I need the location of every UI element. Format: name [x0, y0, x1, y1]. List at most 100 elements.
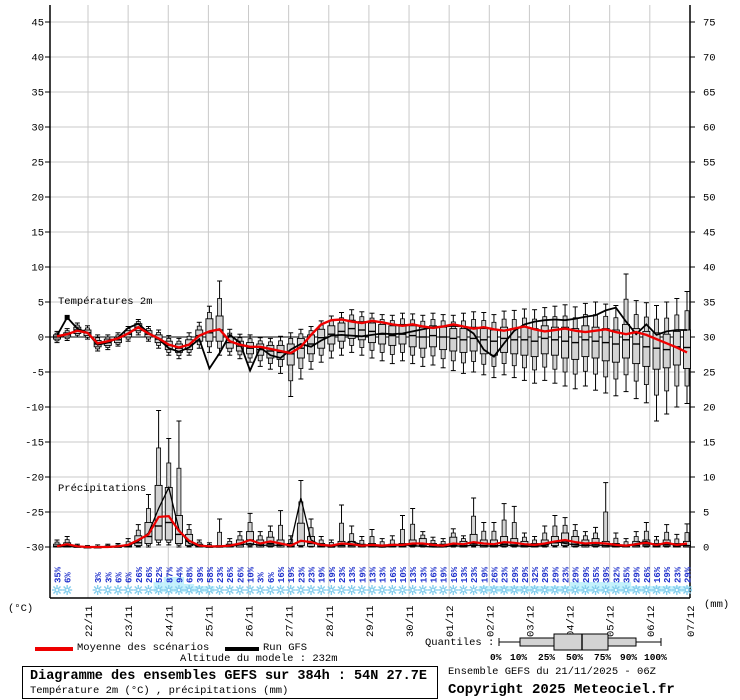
temperature-section-label: Températures 2m	[58, 296, 153, 308]
precip-probability-label: 16%	[450, 566, 460, 583]
run-info: Ensemble GEFS du 21/11/2025 - 06Z	[448, 666, 656, 678]
quantile-tick-25: 25%	[538, 652, 556, 663]
right-axis-tick: 60	[703, 123, 716, 135]
precip-probability-label: 29%	[511, 566, 521, 583]
right-axis-tick: 35	[703, 298, 716, 310]
right-axis-tick: 5	[703, 508, 709, 520]
left-axis-tick: 25	[31, 158, 44, 170]
precip-probability-label: 87%	[165, 566, 175, 583]
right-axis-tick: 70	[703, 53, 716, 65]
legend-gfs-swatch	[225, 647, 259, 651]
right-axis-tick: 10	[703, 473, 716, 485]
mean-precipitation-line	[56, 515, 688, 549]
left-axis-tick: 0	[38, 333, 44, 345]
right-axis-tick: 40	[703, 263, 716, 275]
left-axis-tick: -20	[25, 473, 44, 485]
precip-probability-label: 26%	[236, 566, 246, 583]
precip-probability-label: 29%	[684, 566, 694, 583]
precip-probability-label: 6%	[114, 572, 124, 583]
precipitation-section-label: Précipitations	[58, 483, 147, 495]
precip-probability-label: 13%	[419, 566, 429, 583]
right-axis-tick: 20	[703, 403, 716, 415]
chart-title: Diagramme des ensembles GEFS sur 384h : …	[30, 669, 427, 684]
precip-probability-label: 23%	[470, 566, 480, 583]
left-axis-tick: -10	[25, 403, 44, 415]
right-axis-tick: 15	[703, 438, 716, 450]
precip-probability-label: 10%	[247, 566, 257, 583]
precip-probability-label: 29%	[663, 566, 673, 583]
precip-probability-label: 16%	[429, 566, 439, 583]
date-tick-label: 25/11	[204, 605, 216, 637]
left-axis-tick: -5	[31, 368, 44, 380]
date-tick-label: 28/11	[325, 605, 337, 637]
precip-probability-label: 13%	[409, 566, 419, 583]
precip-probability-label: 94%	[175, 566, 185, 583]
precip-probability-label: 19%	[287, 566, 297, 583]
gfs-precipitation-line	[56, 485, 688, 548]
model-altitude: Altitude du modele : 232m	[180, 653, 338, 665]
date-tick-label: 01/12	[445, 605, 457, 637]
precip-probability-label: 13%	[348, 566, 358, 583]
quantile-tick-90: 90%	[620, 652, 638, 663]
precip-probability-label: 39%	[196, 566, 206, 583]
precip-probability-label: 68%	[186, 566, 196, 583]
precip-probability-label: 6%	[125, 572, 135, 583]
left-axis-tick: 30	[31, 123, 44, 135]
precip-probability-label: 29%	[633, 566, 643, 583]
date-tick-label: 30/11	[405, 605, 417, 637]
precip-probability-label: 23%	[338, 566, 348, 583]
quantiles-title: Quantiles :	[425, 637, 495, 649]
precip-probability-label: 16%	[277, 566, 287, 583]
gfs-marker	[64, 314, 70, 320]
copyright: Copyright 2025 Meteociel.fr	[448, 682, 675, 698]
precip-probability-label: 3%	[104, 572, 114, 583]
quantile-tick-50: 50%	[566, 652, 584, 663]
right-axis-tick: 50	[703, 193, 716, 205]
precip-probability-label: 23%	[501, 566, 511, 583]
date-tick-label: 02/12	[485, 605, 497, 637]
legend-mean-label: Moyenne des scénarios	[77, 642, 210, 654]
precip-probability-label: 19%	[440, 566, 450, 583]
chart-title-box: Diagramme des ensembles GEFS sur 384h : …	[22, 666, 438, 699]
precip-probability-label: 26%	[643, 566, 653, 583]
date-tick-label: 29/11	[365, 605, 377, 637]
precip-probability-label: 19%	[480, 566, 490, 583]
precip-probability-label: 10%	[399, 566, 409, 583]
precip-probability-label: 6%	[64, 572, 74, 583]
precip-probability-label: 23%	[308, 566, 318, 583]
precip-probability-label: 26%	[226, 566, 236, 583]
date-tick-label: 06/12	[646, 605, 658, 637]
left-axis-tick: 40	[31, 53, 44, 65]
mean-temperature-line	[56, 318, 688, 355]
precip-probability-label: 13%	[460, 566, 470, 583]
precip-probability-label: 19%	[328, 566, 338, 583]
precip-probability-label: 32%	[612, 566, 622, 583]
precip-probability-label: 23%	[216, 566, 226, 583]
date-tick-label: 23/11	[124, 605, 136, 637]
legend-gfs-label: Run GFS	[263, 642, 308, 654]
left-axis-unit: (°C)	[8, 603, 34, 615]
right-axis-unit: (mm)	[704, 599, 730, 611]
quantile-tick-10: 10%	[510, 652, 528, 663]
precip-probability-label: 6%	[267, 572, 277, 583]
gfs-temperature-line	[56, 306, 688, 374]
left-axis-tick: 20	[31, 193, 44, 205]
left-axis-tick: 45	[31, 18, 44, 30]
right-axis-tick: 55	[703, 158, 716, 170]
precip-probability-label: 23%	[562, 566, 572, 583]
left-axis-tick: 35	[31, 88, 44, 100]
precip-probability-label: 35%	[623, 566, 633, 583]
precip-probability-label: 29%	[572, 566, 582, 583]
precip-probability-label: 16%	[653, 566, 663, 583]
precip-probability-label: 58%	[206, 566, 216, 583]
snow-band	[173, 577, 185, 592]
date-tick-label: 27/11	[285, 605, 297, 637]
precip-probability-label: 52%	[155, 566, 165, 583]
date-tick-label: 24/11	[164, 605, 176, 637]
date-tick-label: 26/11	[245, 605, 257, 637]
right-axis-tick: 65	[703, 88, 716, 100]
precip-probability-label: 29%	[541, 566, 551, 583]
right-axis-tick: 30	[703, 333, 716, 345]
